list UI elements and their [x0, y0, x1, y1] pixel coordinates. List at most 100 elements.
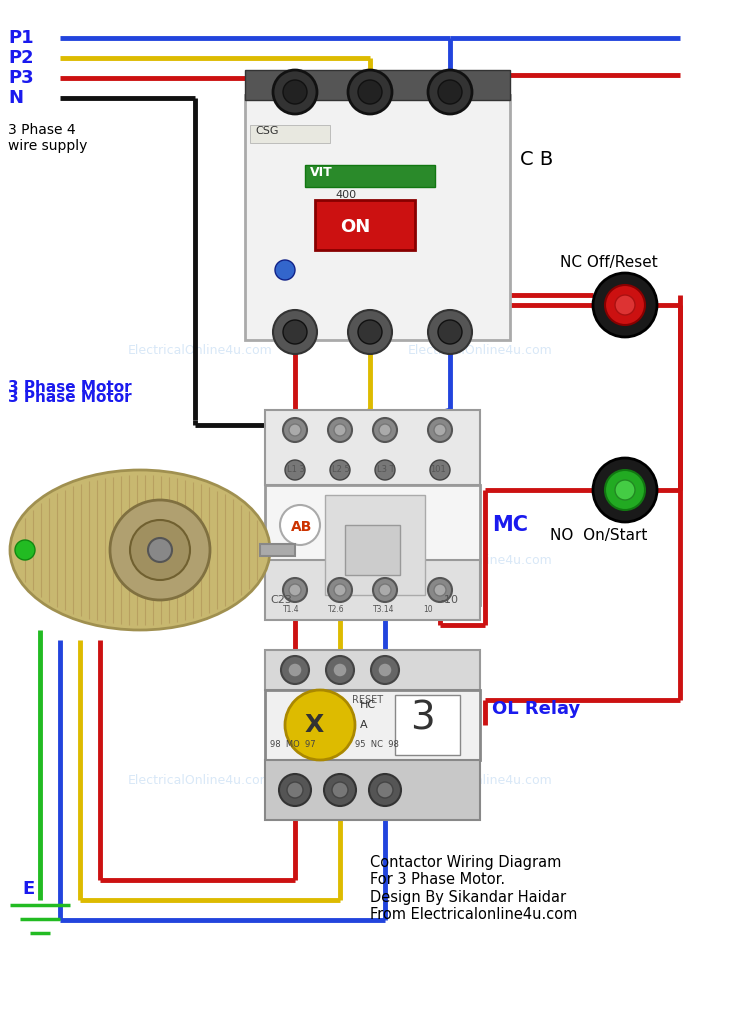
- Circle shape: [369, 774, 401, 806]
- FancyBboxPatch shape: [265, 410, 480, 485]
- Circle shape: [333, 663, 347, 677]
- Circle shape: [428, 418, 452, 442]
- Text: T3.14: T3.14: [373, 605, 394, 614]
- Text: 98  MO  97: 98 MO 97: [270, 740, 316, 749]
- FancyBboxPatch shape: [325, 495, 425, 595]
- Text: NO  On/Start: NO On/Start: [550, 528, 648, 543]
- Circle shape: [428, 70, 472, 114]
- Text: X: X: [305, 713, 325, 737]
- Circle shape: [275, 260, 295, 280]
- Text: L3 T: L3 T: [377, 465, 394, 474]
- Circle shape: [130, 520, 190, 580]
- Text: HC: HC: [360, 700, 376, 710]
- Circle shape: [358, 80, 382, 104]
- FancyBboxPatch shape: [260, 544, 295, 556]
- Text: L2 5: L2 5: [332, 465, 350, 474]
- Circle shape: [373, 418, 397, 442]
- FancyBboxPatch shape: [245, 70, 510, 100]
- Circle shape: [285, 460, 305, 480]
- Circle shape: [334, 424, 346, 436]
- Circle shape: [285, 690, 355, 760]
- Circle shape: [434, 584, 446, 596]
- Circle shape: [289, 424, 301, 436]
- Circle shape: [615, 480, 635, 500]
- Text: P1: P1: [8, 29, 34, 47]
- Text: 10: 10: [423, 605, 433, 614]
- Circle shape: [328, 418, 352, 442]
- Circle shape: [371, 656, 399, 684]
- Text: 101: 101: [430, 465, 446, 474]
- Circle shape: [375, 460, 395, 480]
- Text: P2: P2: [8, 49, 34, 67]
- Text: 3 Phase Motor: 3 Phase Motor: [8, 380, 132, 395]
- Circle shape: [373, 578, 397, 602]
- Circle shape: [430, 460, 450, 480]
- Text: P3: P3: [8, 69, 34, 87]
- Circle shape: [438, 80, 462, 104]
- FancyBboxPatch shape: [345, 525, 400, 575]
- Text: 3 Phase Motor: 3 Phase Motor: [8, 390, 132, 405]
- Circle shape: [379, 424, 391, 436]
- Text: T2.6: T2.6: [328, 605, 344, 614]
- FancyBboxPatch shape: [265, 560, 480, 620]
- Circle shape: [273, 310, 317, 354]
- Circle shape: [283, 320, 307, 344]
- Ellipse shape: [10, 470, 270, 630]
- Text: 3: 3: [410, 700, 435, 738]
- Circle shape: [281, 656, 309, 684]
- Circle shape: [428, 310, 472, 354]
- Text: L1 3: L1 3: [287, 465, 305, 474]
- Text: A: A: [360, 720, 367, 731]
- Text: AB: AB: [291, 520, 312, 534]
- Circle shape: [615, 295, 635, 315]
- Circle shape: [379, 584, 391, 596]
- Text: ElectricalOnline4u.com: ElectricalOnline4u.com: [127, 774, 272, 787]
- FancyBboxPatch shape: [265, 690, 480, 760]
- Circle shape: [605, 285, 645, 325]
- Circle shape: [289, 584, 301, 596]
- Circle shape: [326, 656, 354, 684]
- Circle shape: [348, 310, 392, 354]
- Circle shape: [324, 774, 356, 806]
- Text: C B: C B: [520, 150, 553, 169]
- Circle shape: [283, 418, 307, 442]
- Text: MC: MC: [492, 515, 528, 535]
- Text: 3 Phase 4
wire supply: 3 Phase 4 wire supply: [8, 123, 88, 153]
- Circle shape: [273, 70, 317, 114]
- FancyBboxPatch shape: [395, 695, 460, 755]
- Text: VIT: VIT: [310, 166, 333, 179]
- Circle shape: [358, 320, 382, 344]
- Text: ON: ON: [340, 218, 370, 236]
- Circle shape: [605, 470, 645, 510]
- FancyBboxPatch shape: [315, 200, 415, 250]
- Circle shape: [348, 70, 392, 114]
- Text: ElectricalOnline4u.com: ElectricalOnline4u.com: [408, 774, 553, 787]
- FancyBboxPatch shape: [265, 650, 480, 690]
- Text: ElectricalOnline4u.com: ElectricalOnline4u.com: [127, 553, 272, 566]
- Circle shape: [593, 273, 657, 337]
- Circle shape: [334, 584, 346, 596]
- Circle shape: [288, 663, 302, 677]
- Text: N: N: [8, 89, 23, 107]
- Text: Contactor Wiring Diagram
For 3 Phase Motor.
Design By Sikandar Haidar
From Elect: Contactor Wiring Diagram For 3 Phase Mot…: [370, 855, 577, 922]
- Circle shape: [15, 540, 35, 560]
- Circle shape: [279, 774, 311, 806]
- Circle shape: [378, 663, 392, 677]
- Text: C23: C23: [270, 595, 292, 605]
- Text: 95  NC  98: 95 NC 98: [355, 740, 399, 749]
- Circle shape: [330, 460, 350, 480]
- Circle shape: [148, 538, 172, 562]
- Circle shape: [593, 458, 657, 522]
- FancyBboxPatch shape: [265, 485, 480, 605]
- FancyBboxPatch shape: [305, 165, 435, 187]
- Circle shape: [377, 782, 393, 798]
- Text: ElectricalOnline4u.com: ElectricalOnline4u.com: [408, 344, 553, 356]
- Text: RESET: RESET: [352, 695, 383, 705]
- Circle shape: [328, 578, 352, 602]
- Circle shape: [283, 578, 307, 602]
- Circle shape: [438, 320, 462, 344]
- Circle shape: [434, 424, 446, 436]
- Text: -10: -10: [440, 595, 458, 605]
- FancyBboxPatch shape: [265, 760, 480, 820]
- Text: NC Off/Reset: NC Off/Reset: [560, 255, 658, 270]
